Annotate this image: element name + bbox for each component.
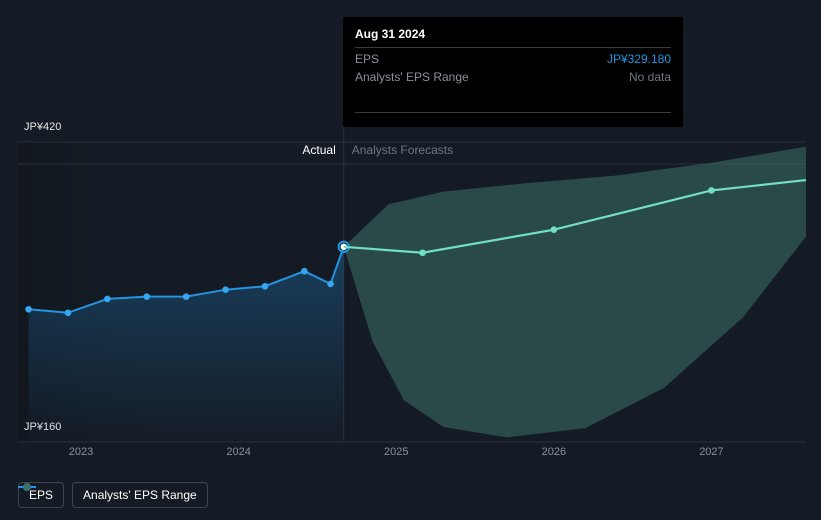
legend-label: Analysts' EPS Range [83,488,197,502]
tooltip-row-eps: EPS JP¥329.180 [355,48,671,66]
tooltip-label: EPS [355,52,379,66]
svg-text:2027: 2027 [699,446,723,458]
eps-forecast-chart: JP¥420JP¥160ActualAnalysts Forecasts2023… [0,0,821,520]
svg-text:Analysts Forecasts: Analysts Forecasts [352,143,453,157]
svg-text:Actual: Actual [302,143,335,157]
tooltip-separator [355,112,671,113]
tooltip-row-range: Analysts' EPS Range No data [355,66,671,84]
tooltip-value: No data [629,70,671,84]
svg-text:JP¥420: JP¥420 [24,121,61,133]
chart-legend: EPSAnalysts' EPS Range [18,482,208,508]
tooltip-label: Analysts' EPS Range [355,70,469,84]
legend-item-range[interactable]: Analysts' EPS Range [72,482,208,508]
tooltip-value: JP¥329.180 [607,52,671,66]
tooltip-date: Aug 31 2024 [355,27,671,48]
svg-text:2023: 2023 [69,446,93,458]
svg-text:2025: 2025 [384,446,408,458]
legend-swatch-icon [18,482,36,492]
svg-text:2026: 2026 [542,446,566,458]
chart-tooltip: Aug 31 2024 EPS JP¥329.180 Analysts' EPS… [343,17,683,127]
svg-text:2024: 2024 [226,446,250,458]
